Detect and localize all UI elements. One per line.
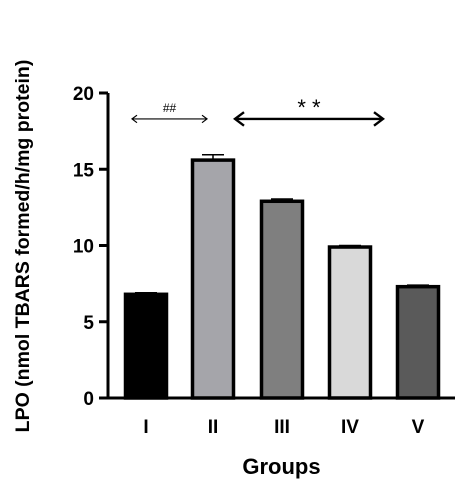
- y-tick-label: 5: [83, 313, 94, 334]
- x-tick-label: II: [208, 417, 219, 438]
- y-tick-label: 10: [73, 237, 94, 258]
- significance-annotations: ## * *: [131, 95, 385, 127]
- x-ticks: I II III IV V: [143, 417, 424, 438]
- y-tick-label: 15: [73, 160, 95, 181]
- y-tick-label: 0: [83, 389, 94, 410]
- x-tick-label: I: [143, 417, 148, 438]
- annotation-label: ##: [163, 101, 177, 115]
- error-bars-layer: [135, 154, 429, 295]
- bar-IV: [327, 245, 373, 400]
- y-axis-title: LPO (nmol TBARS formed/h/mg protein): [12, 60, 34, 433]
- annotation-arrowhead-right: [201, 114, 208, 124]
- bars-layer: [123, 158, 441, 400]
- x-tick-label: IV: [341, 417, 359, 438]
- bar-V: [395, 284, 441, 400]
- annotation-arrowhead-right: [373, 111, 385, 127]
- annotation-arrowhead-left: [233, 111, 245, 127]
- y-tick-label: 20: [73, 84, 94, 105]
- y-ticks: 0 5 10 15 20: [73, 84, 108, 410]
- x-tick-label: V: [412, 417, 425, 438]
- bar-I: [123, 292, 169, 400]
- bar-III: [259, 199, 305, 400]
- annotation-arrowhead-left: [131, 114, 138, 124]
- bar-II: [190, 158, 236, 400]
- x-tick-label: III: [274, 417, 290, 438]
- x-axis-title: Groups: [242, 454, 320, 479]
- annotation-label: * *: [297, 95, 321, 120]
